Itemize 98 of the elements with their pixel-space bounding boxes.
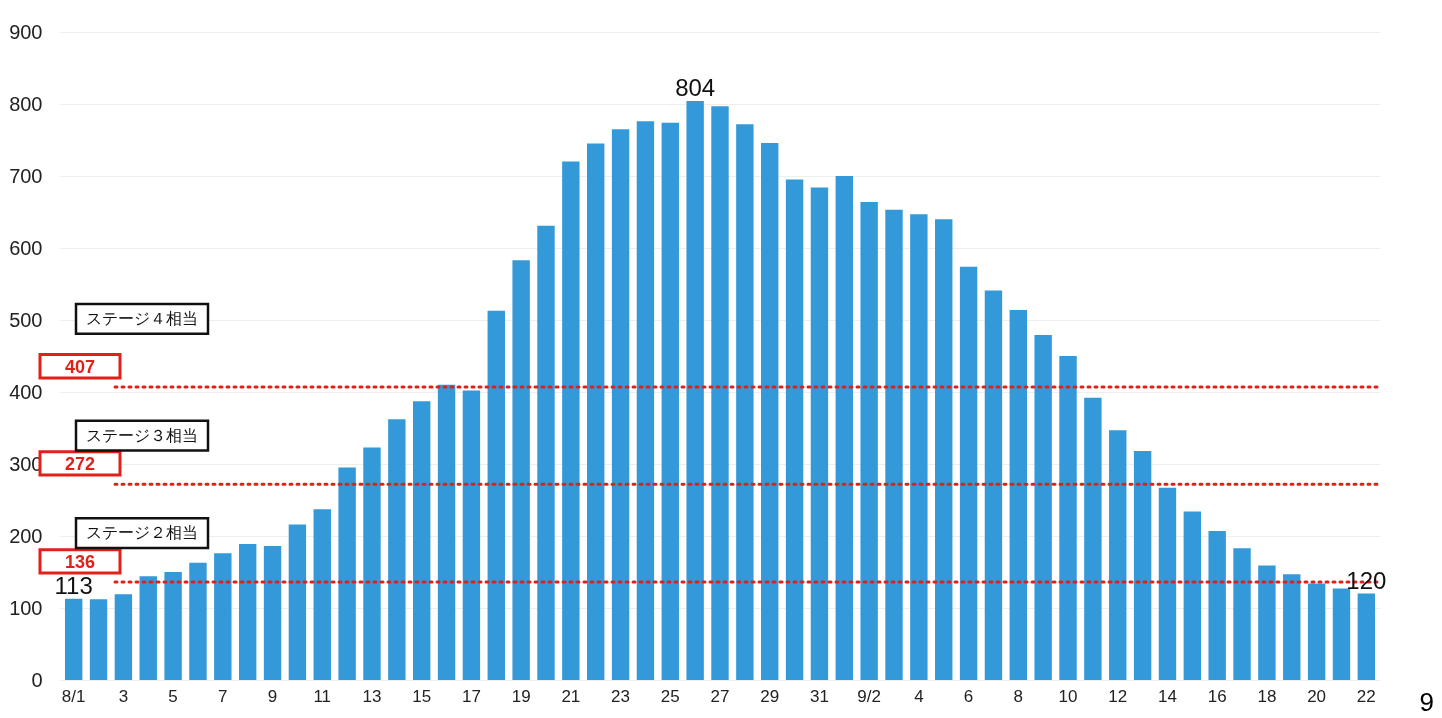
x-tick-label: 25 [660,686,680,706]
x-tick-label: 11 [313,686,332,706]
bar [437,384,456,680]
bar [164,572,182,680]
y-tick-label: 600 [9,236,43,259]
bar [1109,430,1127,680]
bar [686,101,704,680]
x-tick-label: 10 [1058,686,1078,706]
bar [636,121,655,680]
bar [288,524,307,680]
bar [1133,451,1152,680]
x-tick-label: 8 [1013,686,1024,706]
bar [736,124,754,680]
bar [388,419,406,680]
bar [313,509,331,680]
y-tick-label: 100 [9,596,43,619]
bar [935,219,953,680]
x-tick-label: 14 [1158,686,1177,706]
bar [512,260,530,680]
y-tick-label: 800 [9,92,43,115]
bar [1233,548,1251,680]
bar [1009,309,1028,680]
y-tick-label: 200 [9,524,43,547]
y-tick-label: 500 [9,308,43,331]
bar [1208,530,1226,680]
bar [1258,565,1276,680]
bar [761,142,779,680]
x-tick-label: 18 [1257,686,1277,706]
annotation: ステージ２相当 [86,523,198,543]
data-label: 804 [675,74,716,102]
bar [810,187,829,680]
bar [462,390,481,680]
x-tick-label: 8/1 [61,686,86,706]
bar [587,143,605,680]
x-tick-label: 22 [1356,686,1376,706]
x-tick-label: 6 [963,686,974,706]
bar [412,401,431,680]
ref-line-label: 136 [64,551,96,572]
x-tick-label: 9 [267,686,278,706]
bar [537,225,555,680]
bar [860,201,878,680]
x-tick-label: 9/2 [857,686,881,706]
y-tick-label: 700 [9,164,43,187]
annotation: ステージ３相当 [86,425,198,445]
y-tick-label: 400 [9,380,43,403]
x-tick-label: 15 [412,686,432,706]
bar [487,310,505,680]
bar [1034,335,1052,680]
bar [1307,583,1326,680]
x-tick-label: 20 [1307,686,1327,706]
bar [959,266,978,680]
bar [238,543,257,680]
bar [139,576,157,680]
bar [611,129,630,680]
bar [835,176,853,680]
x-tick-label: 13 [362,686,382,706]
x-tick-label: 4 [914,686,924,706]
bar [661,122,679,680]
bar [263,546,282,680]
data-label: 120 [1346,566,1387,594]
x-tick-label: 17 [461,686,481,706]
bar [1158,487,1177,680]
bar [214,553,232,680]
bar [1084,397,1102,680]
bar [338,467,356,680]
bar [1332,588,1351,680]
x-tick-label: 12 [1108,686,1128,706]
bar [89,599,108,680]
annotation: ステージ４相当 [86,308,198,328]
x-tick-label: 7 [218,686,228,706]
bar [1059,356,1077,680]
bar [885,209,903,680]
x-tick-label: 21 [561,686,581,706]
bar [1283,574,1301,680]
bar [984,290,1003,680]
bar [363,447,381,680]
y-tick-label: 0 [31,668,43,691]
ref-line-label: 407 [64,356,96,377]
bar [1183,511,1202,680]
x-tick-label: 23 [611,686,631,706]
bar [1357,593,1376,680]
x-tick-label: 3 [118,686,129,706]
y-tick-label: 900 [9,20,43,43]
bar [64,598,83,680]
ref-line-label: 272 [64,453,96,474]
x-tick-label: 31 [809,686,829,706]
bar [189,562,207,680]
data-label: 113 [54,571,93,599]
x-tick-label: 19 [511,686,531,706]
x-tick-label: 27 [710,686,730,706]
x-tick-label: 16 [1207,686,1227,706]
x-tick-label: 29 [760,686,780,706]
bar [910,214,928,680]
bar [711,106,729,680]
bar [114,594,133,680]
bar [562,161,580,680]
x-tick-label: 5 [168,686,178,706]
bar [785,179,804,680]
